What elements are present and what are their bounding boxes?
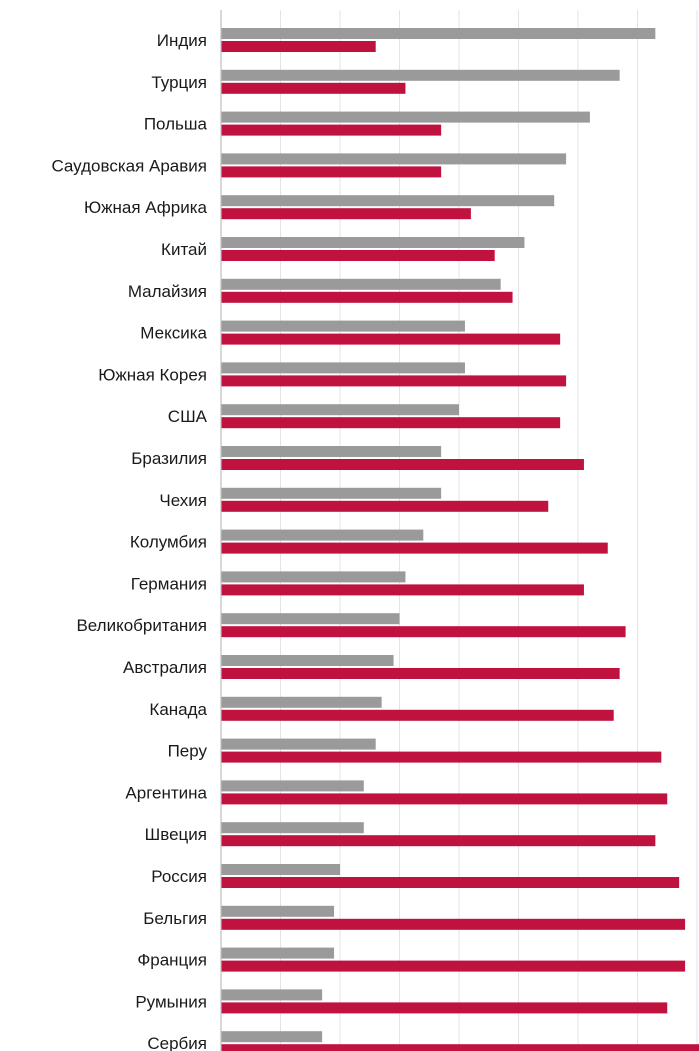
category-label: Польша bbox=[144, 115, 208, 134]
bar-series-gray bbox=[221, 989, 323, 1001]
category-label: Канада bbox=[149, 700, 207, 719]
bar-series-gray bbox=[221, 278, 501, 290]
category-label: Сербия bbox=[147, 1034, 207, 1051]
bar-series-red bbox=[221, 208, 471, 220]
category-label: Швеция bbox=[145, 825, 207, 844]
bar-series-red bbox=[221, 542, 608, 554]
bar-series-red bbox=[221, 124, 442, 136]
category-label: Бразилия bbox=[131, 449, 207, 468]
bar-series-red bbox=[221, 500, 549, 512]
bar-series-gray bbox=[221, 320, 465, 332]
bar-series-gray bbox=[221, 195, 555, 207]
bar-series-gray bbox=[221, 822, 364, 834]
bar-series-gray bbox=[221, 404, 459, 416]
category-label: США bbox=[168, 407, 208, 426]
bar-series-red bbox=[221, 668, 620, 679]
category-label: Бельгия bbox=[143, 909, 207, 928]
category-label: Германия bbox=[131, 574, 207, 593]
category-label: Перу bbox=[168, 742, 208, 761]
category-label: Франция bbox=[137, 951, 207, 970]
bar-series-gray bbox=[221, 864, 340, 875]
category-label: Австралия bbox=[123, 658, 207, 677]
bar-series-red bbox=[221, 417, 561, 429]
bar-series-red bbox=[221, 82, 406, 94]
bar-series-gray bbox=[221, 111, 590, 123]
bar-series-gray bbox=[221, 28, 656, 39]
category-label: Аргентина bbox=[125, 783, 207, 802]
bar-series-red bbox=[221, 877, 680, 888]
bar-series-gray bbox=[221, 905, 335, 917]
category-label: Саудовская Аравия bbox=[51, 156, 207, 175]
bar-series-red bbox=[221, 793, 668, 805]
bar-series-gray bbox=[221, 69, 620, 81]
bar-series-red bbox=[221, 250, 495, 261]
bar-series-red bbox=[221, 333, 561, 345]
bar-series-gray bbox=[221, 529, 424, 541]
bar-series-gray bbox=[221, 947, 335, 959]
bar-series-gray bbox=[221, 780, 364, 792]
category-label: Великобритания bbox=[76, 616, 207, 635]
bars bbox=[221, 28, 699, 1051]
bar-series-gray bbox=[221, 613, 400, 625]
bar-series-gray bbox=[221, 446, 442, 457]
bar-series-gray bbox=[221, 571, 406, 583]
category-label: Индия bbox=[157, 31, 207, 50]
category-label: Южная Африка bbox=[84, 198, 208, 217]
category-label: Южная Корея bbox=[98, 365, 207, 384]
bar-series-red bbox=[221, 41, 376, 52]
bar-series-red bbox=[221, 835, 656, 847]
category-label: Чехия bbox=[159, 491, 207, 510]
bar-series-red bbox=[221, 291, 513, 303]
bar-series-gray bbox=[221, 696, 382, 708]
bar-series-red bbox=[221, 375, 567, 387]
bar-series-red bbox=[221, 584, 584, 596]
bar-series-gray bbox=[221, 738, 376, 750]
category-label: Малайзия bbox=[128, 282, 207, 301]
bar-series-gray bbox=[221, 1031, 323, 1043]
bar-series-red bbox=[221, 459, 584, 470]
bar-series-gray bbox=[221, 153, 567, 165]
category-label: Китай bbox=[161, 240, 207, 259]
bar-series-red bbox=[221, 751, 662, 763]
bar-series-red bbox=[221, 709, 614, 721]
bar-series-gray bbox=[221, 655, 394, 666]
category-label: Мексика bbox=[140, 324, 207, 343]
bar-series-red bbox=[221, 1044, 699, 1051]
bar-series-red bbox=[221, 960, 686, 972]
category-labels: Индия Турция Польша Саудовская Аравия Южная … bbox=[51, 31, 207, 1051]
bar-series-gray bbox=[221, 487, 442, 499]
bar-series-gray bbox=[221, 237, 525, 248]
bar-series-red bbox=[221, 166, 442, 178]
bar-series-gray bbox=[221, 362, 465, 374]
bar-series-red bbox=[221, 1002, 668, 1014]
category-label: Румыния bbox=[135, 992, 207, 1011]
category-label: Россия bbox=[151, 867, 207, 886]
category-label: Турция bbox=[151, 73, 207, 92]
bar-series-red bbox=[221, 626, 626, 638]
category-label: Колумбия bbox=[130, 533, 207, 552]
bar-series-red bbox=[221, 918, 686, 930]
